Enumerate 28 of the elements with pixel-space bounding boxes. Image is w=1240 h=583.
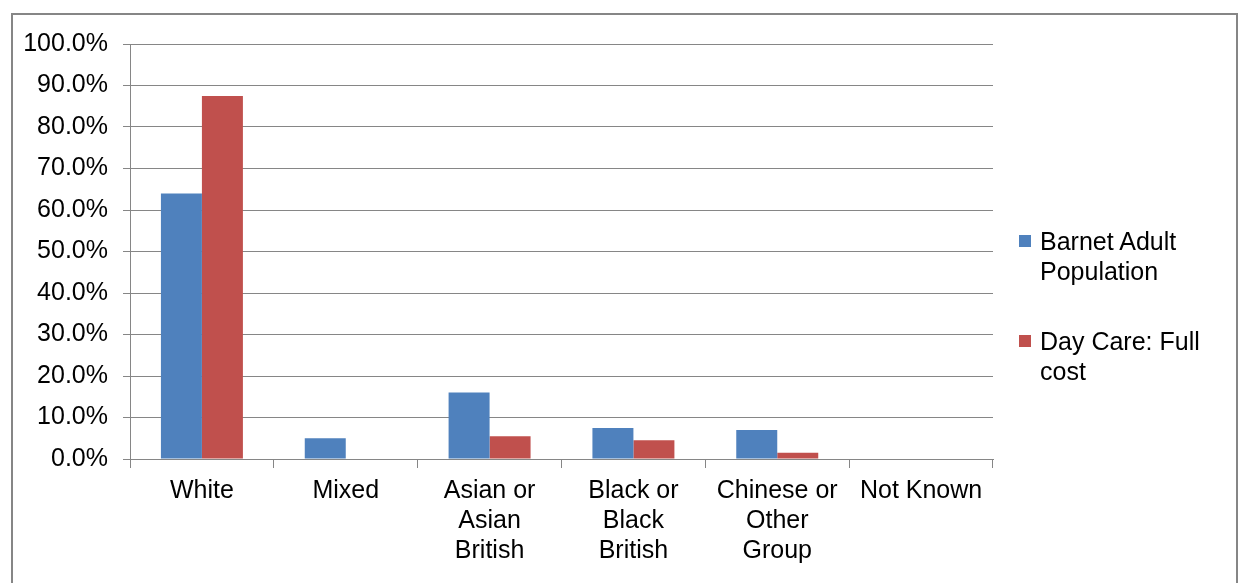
y-tick-label: 60.0% [37,193,108,222]
bar [736,429,778,459]
legend-label: Day Care: Full cost [1040,326,1201,386]
bar [489,436,531,459]
x-tick-label: Mixed [312,474,380,503]
x-tick-label: Asian or Asian British [443,474,536,563]
x-tick-label: Black or Black British [588,474,679,563]
y-tick-label: 20.0% [37,359,108,388]
y-tick-label: 0.0% [51,442,108,471]
legend-label: Barnet Adult Population [1040,226,1178,286]
x-tick-label: Chinese or Other Group [716,474,838,563]
bar [201,95,243,459]
y-tick-label: 10.0% [37,401,108,430]
x-tick-label: Not Known [859,474,983,503]
y-tick-label: 100.0% [23,27,108,56]
y-tick-label: 30.0% [37,318,108,347]
y-tick-label: 80.0% [37,110,108,139]
bar [448,392,490,459]
bar [160,193,202,459]
x-tick-label: White [169,474,234,503]
y-tick-label: 90.0% [37,69,108,98]
y-tick-label: 70.0% [37,152,108,181]
bar [777,452,819,459]
y-tick-label: 40.0% [37,276,108,305]
y-tick-label: 50.0% [37,235,108,264]
bar [304,438,346,459]
bar [592,427,634,459]
bar [633,440,675,459]
